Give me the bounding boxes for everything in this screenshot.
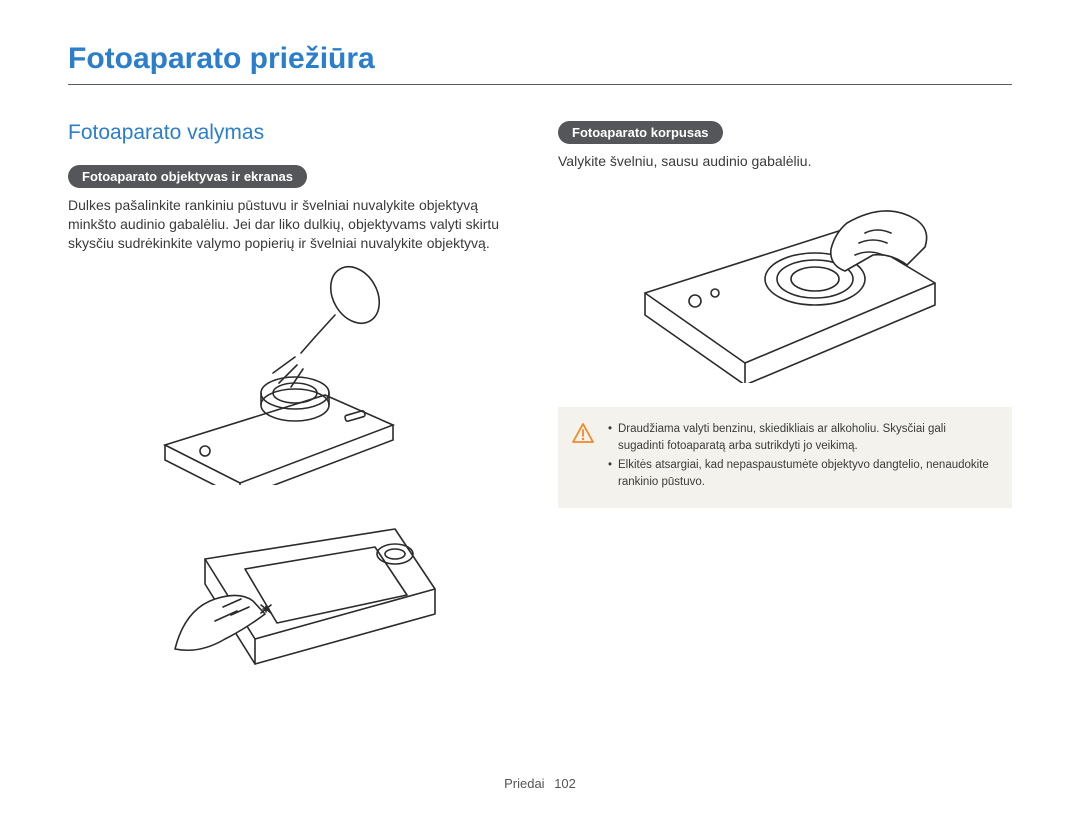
illustration-hand-screen [68,499,522,689]
warning-icon [572,423,594,449]
page-footer: Priedai 102 [0,776,1080,791]
content-columns: Fotoaparato valymas Fotoaparato objektyv… [68,121,1012,703]
left-subheading-pill: Fotoaparato objektyvas ir ekranas [68,165,307,188]
illustration-blower-camera [68,265,522,485]
right-subheading-pill: Fotoaparato korpusas [558,121,723,144]
section-heading: Fotoaparato valymas [68,121,522,145]
illustration-hand-lens [558,183,1012,383]
left-column: Fotoaparato valymas Fotoaparato objektyv… [68,121,522,703]
footer-label: Priedai [504,776,544,791]
page-number: 102 [554,776,576,791]
caution-item: Elkitės atsargiai, kad nepaspaustumėte o… [608,457,994,490]
left-paragraph: Dulkes pašalinkite rankiniu pūstuvu ir š… [68,196,522,253]
right-paragraph: Valykite švelniu, sausu audinio gabalėli… [558,152,1012,171]
caution-box: Draudžiama valyti benzinu, skiedikliais … [558,407,1012,508]
caution-item: Draudžiama valyti benzinu, skiedikliais … [608,421,994,454]
right-column: Fotoaparato korpusas Valykite švelniu, s… [558,121,1012,703]
page-title: Fotoaparato priežiūra [68,42,1012,85]
